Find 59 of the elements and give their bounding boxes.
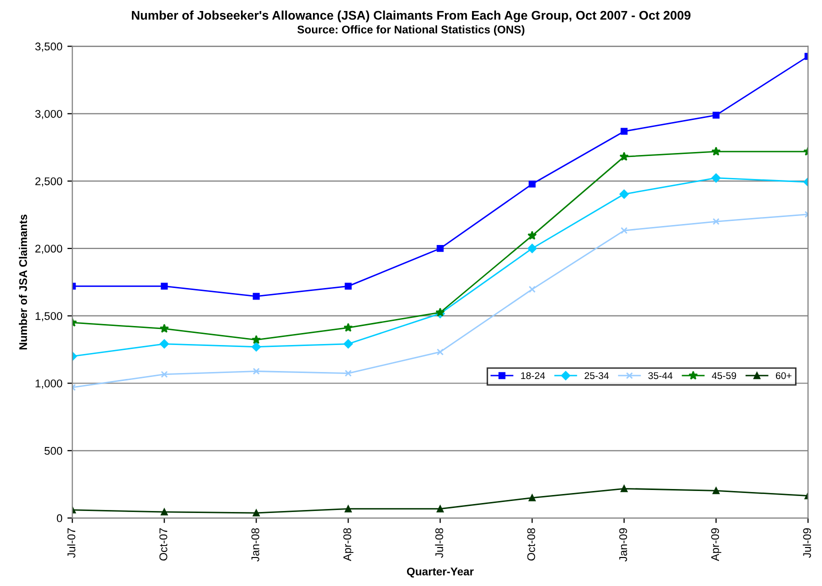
x-tick-label: Jul-07	[67, 528, 76, 558]
point	[711, 146, 721, 156]
point	[252, 368, 260, 375]
point	[252, 334, 261, 344]
y-tick-label: 2,000	[35, 244, 62, 254]
x-tick-label: Jul-08	[435, 528, 444, 558]
y-axis-title: Number of JSA Claimants	[18, 214, 28, 350]
legend-label: 18-24	[521, 372, 545, 380]
x-tick-label: Oct-08	[527, 528, 536, 561]
y-tick-label: 500	[44, 446, 62, 455]
point	[712, 112, 720, 119]
point	[344, 339, 353, 349]
point	[528, 180, 536, 188]
chart-title: Number of Jobseeker's Allowance (JSA) Claimants From Each Age Group, Oct 2007 - Oct 2009	[132, 10, 690, 22]
y-tick-label: 1,000	[36, 380, 62, 389]
y-tick-label: 2,500	[35, 177, 62, 187]
point	[712, 218, 720, 225]
y-tick-label: 3,000	[35, 110, 62, 120]
point	[620, 485, 628, 492]
point	[160, 282, 168, 290]
x-tick-label: Jan-08	[251, 528, 260, 562]
point	[620, 227, 628, 234]
point	[528, 286, 536, 293]
legend-label: 45-59	[712, 372, 736, 380]
point	[252, 292, 260, 300]
point	[711, 173, 721, 183]
legend-label: 60+	[776, 372, 792, 380]
point	[527, 230, 537, 240]
point	[344, 505, 352, 512]
point	[712, 487, 720, 494]
point	[528, 244, 537, 254]
point	[252, 342, 261, 352]
point	[344, 282, 352, 290]
point	[160, 339, 169, 349]
x-tick-label: Apr-08	[343, 528, 354, 562]
legend-label: 25-34	[584, 372, 609, 380]
x-tick-label: Jul-09	[802, 528, 812, 558]
point	[619, 152, 629, 161]
point	[619, 190, 629, 199]
chart-subtitle: Source: Office for National Statistics (ONS)	[297, 25, 524, 36]
y-tick-label: 0	[56, 514, 62, 522]
legend-label: 35-44	[648, 372, 673, 380]
point	[436, 505, 444, 512]
x-tick-label: Apr-09	[711, 528, 722, 562]
point	[344, 370, 352, 377]
point	[528, 494, 536, 502]
x-axis-title: Quarter-Year	[406, 568, 474, 578]
point	[436, 348, 444, 356]
x-tick-label: Jan-09	[619, 528, 628, 562]
point	[620, 128, 628, 135]
point	[344, 322, 353, 332]
y-tick-label: 3,500	[35, 42, 62, 52]
point	[160, 508, 168, 516]
y-tick-label: 1,500	[36, 312, 62, 322]
x-tick-label: Oct-07	[159, 528, 168, 561]
point	[160, 370, 168, 378]
point	[160, 324, 169, 333]
point	[436, 244, 444, 252]
point	[252, 509, 260, 516]
